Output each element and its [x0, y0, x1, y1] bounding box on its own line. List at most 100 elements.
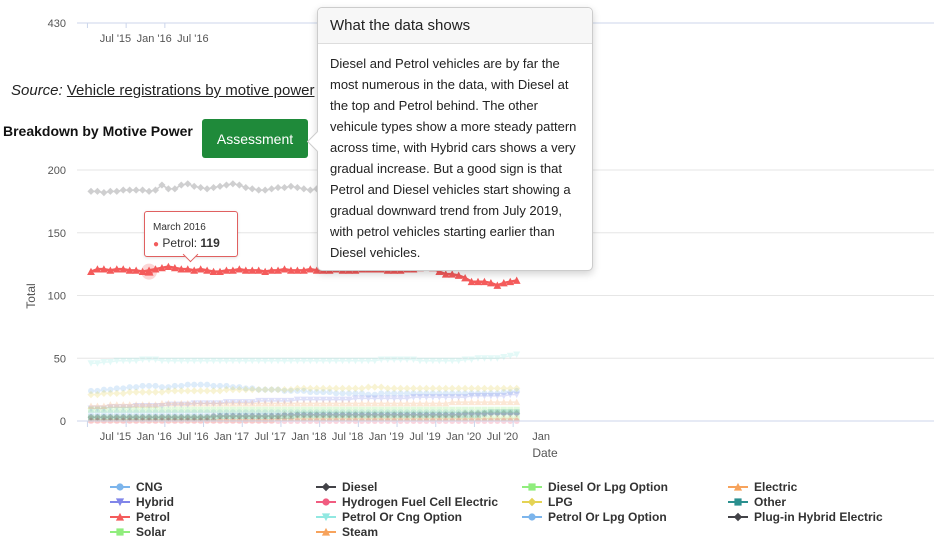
legend-item-other[interactable]: Other: [728, 494, 786, 509]
data-point-petrol-or-lpg-option: [139, 409, 146, 416]
data-point-hybrid: [235, 399, 243, 406]
y-axis-title: Total: [24, 283, 38, 308]
x-axis-title: Date: [532, 446, 558, 460]
data-point-other: [416, 411, 423, 418]
data-point-lpg: [422, 384, 430, 392]
data-point-hybrid: [468, 392, 476, 400]
data-point-hybrid: [351, 395, 359, 402]
legend-item-hydrogen-fuel-cell-electric[interactable]: Hydrogen Fuel Cell Electric: [316, 494, 498, 509]
data-point-plug-in-hybrid-electric: [422, 411, 430, 419]
data-point-diesel-or-lpg-option: [146, 415, 153, 422]
legend-item-petrol[interactable]: Petrol: [110, 509, 170, 524]
data-point-diesel: [113, 187, 121, 195]
data-point-plug-in-hybrid-electric: [216, 412, 224, 420]
data-point-solar: [184, 406, 191, 413]
data-point-solar: [113, 406, 120, 413]
data-point-solar: [410, 406, 417, 413]
data-point-petrol-or-cng-option: [474, 355, 482, 362]
data-point-solar: [346, 406, 352, 413]
data-point-solar: [165, 406, 172, 413]
data-point-petrol-or-cng-option: [293, 357, 301, 365]
data-point-petrol-or-cng-option: [93, 360, 101, 367]
data-point-petrol-or-cng-option: [403, 356, 411, 364]
data-point-steam: [493, 398, 501, 406]
data-point-plug-in-hybrid-electric: [429, 411, 437, 419]
data-point-petrol-or-cng-option: [300, 357, 308, 365]
data-point-solar: [146, 406, 153, 413]
data-point-lpg: [145, 388, 153, 396]
data-point-diesel-or-lpg-option: [436, 415, 443, 422]
data-point-diesel: [216, 182, 224, 190]
data-point-electric: [345, 414, 353, 422]
data-point-cng: [339, 390, 346, 397]
data-point-petrol-or-lpg-option: [475, 409, 481, 416]
data-point-petrol: [512, 276, 521, 284]
data-point-cng: [262, 386, 269, 393]
series-line-petrol-or-cng-option: [91, 353, 517, 365]
legend-label: Petrol Or Lpg Option: [548, 509, 667, 524]
legend-item-plug-in-hybrid-electric[interactable]: Plug-in Hybrid Electric: [728, 509, 883, 524]
data-point-cng: [210, 382, 217, 389]
data-point-petrol: [138, 267, 147, 276]
source-link[interactable]: Vehicle registrations by motive power: [66, 82, 315, 99]
legend-item-diesel-or-lpg-option[interactable]: Diesel Or Lpg Option: [522, 479, 668, 494]
data-point-steam: [293, 399, 301, 407]
data-point-hybrid: [371, 395, 379, 402]
data-point-petrol-or-cng-option: [119, 357, 127, 365]
data-point-other: [442, 411, 449, 418]
data-point-petrol-or-cng-option: [480, 355, 488, 362]
data-point-petrol-or-lpg-option: [404, 409, 411, 416]
data-point-cng: [242, 385, 249, 392]
legend-item-petrol-or-lpg-option[interactable]: Petrol Or Lpg Option: [522, 509, 667, 524]
data-point-petrol: [261, 267, 270, 276]
data-point-petrol: [222, 266, 231, 274]
tooltip-series-name: Petrol:: [162, 236, 198, 250]
data-point-petrol-or-lpg-option: [442, 409, 449, 416]
data-point-petrol: [306, 265, 315, 273]
legend-item-steam[interactable]: Steam: [316, 524, 378, 539]
data-point-cng: [410, 390, 417, 397]
x-tick-label: Jan '16: [137, 431, 172, 443]
data-point-hybrid: [448, 394, 456, 401]
data-point-other: [507, 409, 514, 416]
data-point-diesel-or-lpg-option: [346, 415, 352, 422]
data-point-plug-in-hybrid-electric: [222, 412, 231, 420]
legend-item-petrol-or-cng-option[interactable]: Petrol Or Cng Option: [316, 509, 462, 524]
data-point-cng: [300, 387, 307, 394]
series-plug-in-hybrid-electric: [87, 409, 521, 421]
assessment-button[interactable]: Assessment: [202, 119, 308, 158]
data-point-plug-in-hybrid-electric: [132, 413, 140, 421]
legend-item-diesel[interactable]: Diesel: [316, 479, 377, 494]
legend-item-hybrid[interactable]: Hybrid: [110, 494, 174, 509]
data-point-hybrid: [139, 402, 147, 410]
data-point-hybrid: [332, 396, 340, 404]
legend-marker: [115, 497, 125, 506]
legend-item-lpg[interactable]: LPG: [522, 494, 573, 509]
data-point-steam: [384, 399, 392, 407]
x-tick-label: Jan '19: [369, 431, 404, 443]
data-point-petrol-or-cng-option: [319, 357, 327, 365]
legend-symbol: [316, 482, 336, 491]
data-point-hybrid: [171, 401, 179, 409]
data-point-diesel: [268, 185, 276, 193]
data-point-lpg: [429, 384, 437, 392]
data-point-cng: [346, 390, 352, 397]
data-point-hybrid: [93, 405, 101, 412]
data-point-plug-in-hybrid-electric: [390, 411, 398, 419]
data-point-diesel-or-lpg-option: [455, 415, 462, 422]
data-point-diesel: [300, 185, 308, 193]
data-point-diesel-or-lpg-option: [191, 415, 198, 422]
data-point-petrol: [170, 263, 179, 272]
data-point-solar: [255, 406, 262, 413]
legend-item-electric[interactable]: Electric: [728, 479, 797, 494]
legend-marker: [322, 497, 330, 506]
data-point-diesel: [100, 188, 108, 197]
data-point-cng: [217, 382, 223, 389]
data-point-steam: [397, 399, 405, 407]
data-point-steam: [345, 399, 353, 407]
legend-item-cng[interactable]: CNG: [110, 479, 163, 494]
source-line: Source: Vehicle registrations by motive …: [11, 82, 315, 99]
data-point-electric: [468, 414, 476, 422]
legend-item-solar[interactable]: Solar: [110, 524, 166, 539]
data-point-solar: [404, 406, 411, 413]
